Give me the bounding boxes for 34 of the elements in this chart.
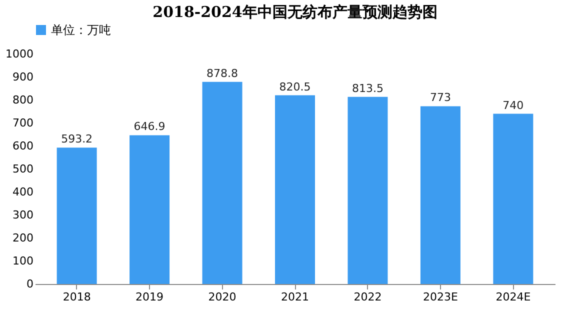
x-tick-label: 2023E xyxy=(422,290,458,304)
bar xyxy=(420,106,460,284)
data-label: 878.8 xyxy=(206,66,238,80)
legend-label: 单位：万吨 xyxy=(51,23,111,37)
y-tick-label: 900 xyxy=(12,70,34,84)
y-tick-label: 800 xyxy=(12,94,34,106)
x-tick-label: 2020 xyxy=(208,290,236,304)
bar xyxy=(493,114,534,284)
y-tick-label: 100 xyxy=(12,254,34,268)
y-tick-label: 1000 xyxy=(6,48,34,60)
data-label: 820.5 xyxy=(279,80,311,94)
data-label: 740 xyxy=(502,98,524,112)
x-tick-label: 2019 xyxy=(136,290,164,304)
data-label: 773 xyxy=(430,91,451,104)
y-tick-label: 400 xyxy=(12,186,34,198)
bar xyxy=(202,82,242,284)
x-tick-label: 2024E xyxy=(496,290,531,304)
chart-title: 2018-2024年中国无纺布产量预测趋势图 xyxy=(152,3,438,21)
data-label: 593.2 xyxy=(61,132,93,146)
x-tick-label: 2018 xyxy=(62,290,91,304)
data-label: 646.9 xyxy=(134,120,166,134)
y-tick-label: 700 xyxy=(12,116,34,130)
bar xyxy=(348,96,388,284)
x-tick-label: 2022 xyxy=(354,290,382,304)
y-tick-label: 600 xyxy=(12,140,34,152)
data-label: 813.5 xyxy=(352,82,384,95)
x-tick-label: 2021 xyxy=(281,290,309,304)
bar xyxy=(56,148,97,284)
y-tick-label: 300 xyxy=(12,208,34,222)
bar xyxy=(130,135,170,284)
y-tick-label: 200 xyxy=(12,232,34,244)
bar xyxy=(275,95,315,284)
y-tick-label: 500 xyxy=(12,162,34,176)
y-tick-label: 0 xyxy=(26,278,34,290)
